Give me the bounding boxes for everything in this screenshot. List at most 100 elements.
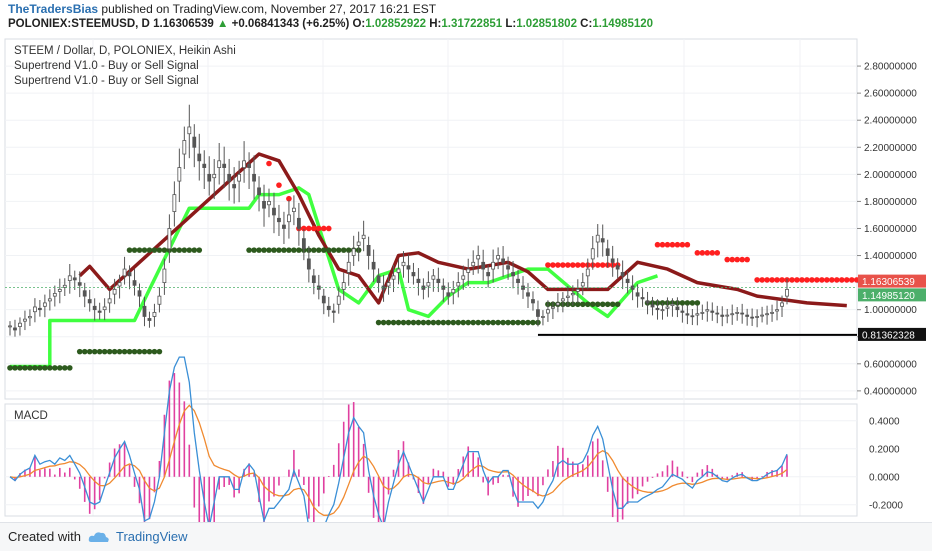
- macd-line: [9, 356, 788, 522]
- candle-body: [252, 173, 256, 182]
- candle-body: [650, 304, 655, 308]
- close-value: 1.14985120: [592, 18, 654, 30]
- green-dot: [579, 301, 586, 308]
- candle-body: [117, 282, 122, 287]
- red-dot: [594, 262, 601, 268]
- candle-body: [157, 295, 162, 305]
- candle-body: [481, 261, 486, 270]
- green-dot: [171, 247, 178, 253]
- red-dot: [838, 277, 845, 283]
- green-dot: [584, 301, 591, 308]
- candle-body: [431, 275, 436, 280]
- red-dot: [579, 262, 586, 268]
- candle-body: [361, 234, 366, 240]
- green-dot: [614, 301, 621, 308]
- candle-body: [760, 314, 764, 317]
- candle-body: [506, 265, 510, 270]
- candle-body: [127, 272, 132, 277]
- macd-grid: [4, 403, 858, 517]
- author-name[interactable]: TheTradersBias: [8, 2, 99, 16]
- candle-body: [301, 238, 306, 250]
- red-dot: [734, 256, 740, 263]
- candle-body: [57, 288, 62, 292]
- macd-frame: [4, 403, 858, 517]
- candle-body: [605, 248, 610, 256]
- green-dot: [121, 348, 128, 355]
- candle-body: [391, 275, 396, 280]
- candle-body: [406, 265, 411, 270]
- candle-body: [272, 207, 276, 216]
- candle-body: [411, 272, 416, 277]
- candle-body: [212, 173, 217, 179]
- green-dot: [515, 319, 521, 326]
- candle-body: [496, 255, 501, 260]
- red-dot: [819, 277, 825, 283]
- candle-body: [277, 217, 281, 223]
- candle-body: [555, 302, 560, 306]
- red-dot: [684, 241, 691, 248]
- candle-body: [232, 184, 237, 189]
- green-dot: [345, 247, 352, 253]
- green-dot: [375, 319, 382, 326]
- red-dot: [545, 262, 551, 268]
- candle-body: [162, 268, 167, 284]
- candle-body: [132, 280, 137, 286]
- price-axis[interactable]: 0.400000000.600000000.800000001.00000000…: [857, 62, 917, 398]
- candle-body: [28, 316, 32, 319]
- green-dot: [91, 348, 98, 355]
- low-value: 1.02851802: [516, 18, 577, 30]
- candle-body: [8, 325, 12, 328]
- green-dot: [510, 319, 516, 326]
- green-dot: [146, 348, 153, 355]
- candle-body: [461, 275, 466, 280]
- red-dot: [824, 277, 830, 283]
- green-dot: [311, 247, 317, 253]
- candle-body: [376, 275, 381, 284]
- candle-body: [456, 282, 461, 287]
- main-frame: [4, 38, 858, 400]
- green-dot: [196, 247, 203, 253]
- price-chart[interactable]: 0.400000000.600000000.800000001.00000000…: [0, 34, 932, 522]
- candle-body: [92, 305, 97, 311]
- green-dot: [435, 319, 442, 326]
- price-tag: [858, 327, 926, 341]
- candle-body: [137, 290, 142, 297]
- green-dot: [495, 319, 501, 326]
- y-tick-label: 1.60000000: [864, 224, 917, 235]
- green-dot: [405, 319, 412, 326]
- candle-body: [531, 299, 535, 304]
- price-tag: [858, 288, 926, 302]
- red-dot: [843, 277, 850, 283]
- candle-body: [197, 153, 202, 162]
- candle-body: [486, 272, 491, 277]
- green-dot: [81, 348, 88, 355]
- price-tag: [858, 274, 926, 288]
- red-dot: [739, 256, 745, 263]
- candle-body: [33, 306, 37, 313]
- candle-body: [620, 272, 625, 277]
- macd-axis[interactable]: -0.2000 0.0000 0.2000 0.4000: [869, 416, 903, 511]
- publish-line: TheTradersBias published on TradingView.…: [8, 2, 436, 16]
- candle-body: [670, 303, 675, 307]
- candle-body: [590, 248, 595, 260]
- green-dot: [131, 247, 138, 253]
- green-dot: [106, 348, 113, 355]
- red-dot: [769, 277, 775, 283]
- red-dot: [575, 262, 581, 268]
- red-dot: [848, 277, 855, 283]
- green-dot: [490, 319, 496, 326]
- green-dot: [27, 365, 33, 371]
- red-dot: [320, 225, 327, 232]
- green-dot: [395, 319, 402, 326]
- green-dot: [400, 319, 407, 326]
- candle-body: [296, 217, 301, 229]
- y-tick-label: 1.80000000: [864, 197, 917, 208]
- candle-body: [575, 288, 580, 292]
- green-dot: [126, 247, 133, 253]
- green-dot: [271, 247, 277, 253]
- tradingview-logo[interactable]: TradingView: [116, 529, 188, 544]
- candle-body: [207, 173, 212, 182]
- candle-body: [580, 282, 585, 287]
- red-dot: [306, 225, 312, 232]
- green-dot: [251, 247, 257, 253]
